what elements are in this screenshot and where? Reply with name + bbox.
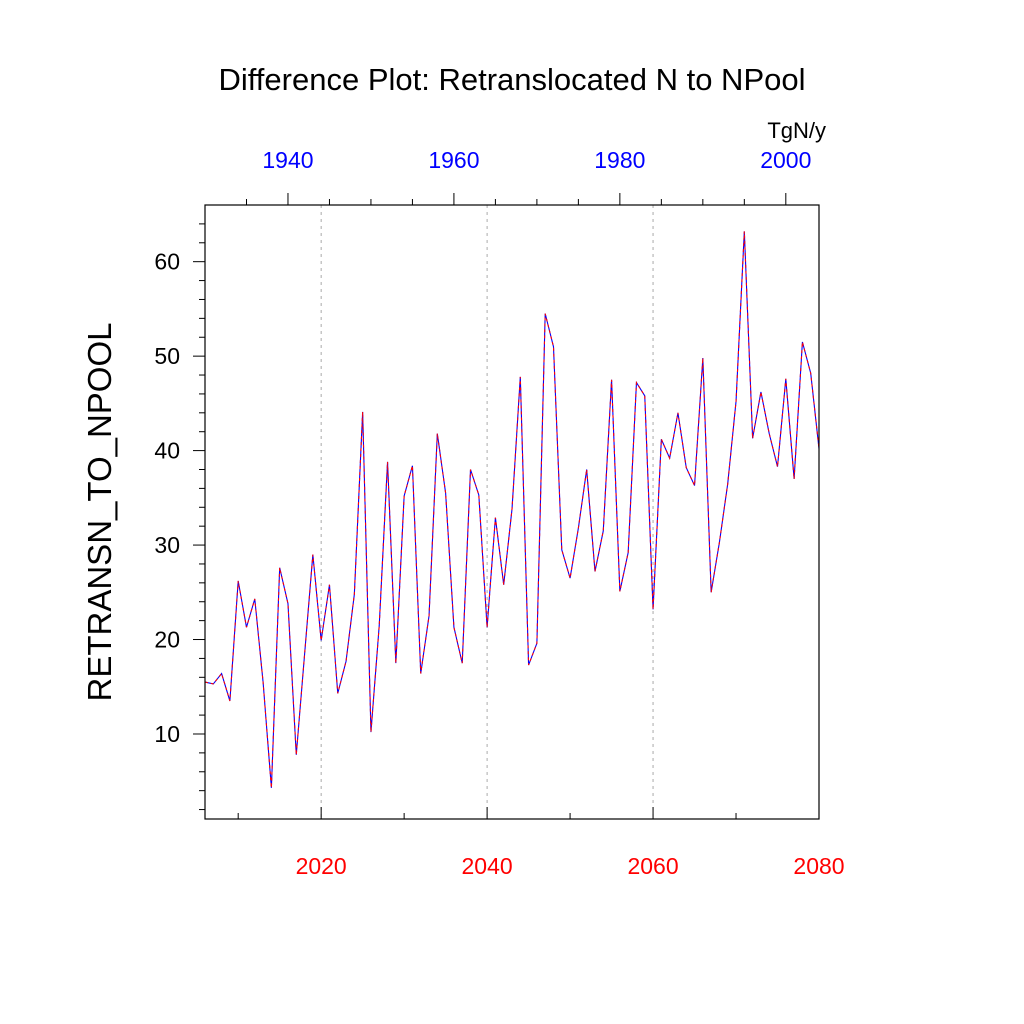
x-bottom-tick-label: 2080 [793,853,844,879]
y-tick-label: 50 [154,343,180,369]
x-top-tick-label: 1940 [262,147,313,173]
series-line-red [204,231,820,788]
y-tick-label: 10 [154,721,180,747]
y-tick-label: 30 [154,532,180,558]
x-top-tick-label: 2000 [760,147,811,173]
grid-lines [320,205,654,819]
x-bottom-tick-label: 2040 [462,853,513,879]
plot-frame [204,204,820,820]
x-top-tick-label: 1960 [428,147,479,173]
chart-title: Difference Plot: Retranslocated N to NPo… [218,62,806,97]
y-tick-label: 60 [154,249,180,275]
units-label: TgN/y [767,118,826,143]
y-tick-label: 40 [154,438,180,464]
y-tick-label: 20 [154,627,180,653]
x-bottom-tick-label: 2060 [627,853,678,879]
x-top-tick-label: 1980 [594,147,645,173]
axes: 2020 2040 2060 2080 1940 1960 1980 2000 10 20 30 40… [154,147,844,879]
series-lines [204,231,820,788]
x-bottom-tick-label: 2020 [296,853,347,879]
